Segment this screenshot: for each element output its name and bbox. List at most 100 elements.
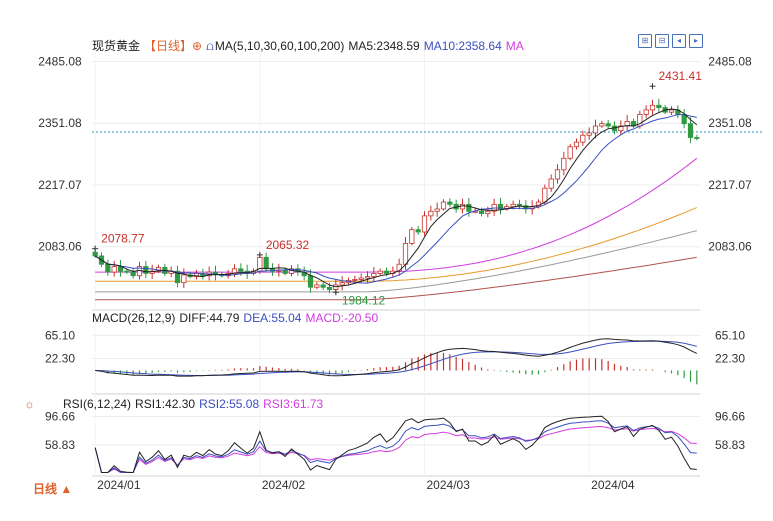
- x-tick-label: 2024/04: [591, 478, 635, 492]
- macd-tick-label-left: 65.10: [45, 328, 75, 342]
- rsi-tick-label-right: 58.83: [715, 438, 745, 452]
- candle-body: [687, 123, 694, 138]
- rsi1-value: RSI1:42.30: [135, 397, 196, 411]
- macd-tick-label-right: 65.10: [715, 328, 745, 342]
- price-tick-label-right: 2083.06: [708, 240, 752, 254]
- price-annotation: 2431.41: [659, 69, 703, 83]
- candle-body: [415, 229, 421, 233]
- candle-body: [307, 275, 314, 288]
- candle-body: [428, 210, 434, 217]
- candle-body: [371, 273, 377, 278]
- candle-body: [263, 256, 269, 270]
- candle-body: [447, 201, 453, 205]
- ma10-line: [94, 113, 697, 284]
- candle-body: [409, 229, 415, 244]
- candle-body: [143, 266, 149, 274]
- period-selector[interactable]: 日线 ▲: [33, 482, 73, 496]
- candle-body: [643, 109, 649, 115]
- candle-body: [326, 286, 333, 290]
- ma200-line: [95, 256, 697, 301]
- candle-body: [681, 114, 687, 125]
- ma-indicator-icon[interactable]: ⩍: [206, 39, 214, 53]
- chart-toolbar: ⊞ ⊟ ◂ ▸: [638, 34, 703, 48]
- candle-body: [592, 125, 599, 134]
- candle-body: [605, 123, 611, 127]
- ma60-line: [95, 207, 697, 282]
- settings-sun-icon[interactable]: ☼: [24, 397, 35, 411]
- zoom-in-icon[interactable]: ⊞: [638, 34, 652, 48]
- rsi-tick-label-right: 96.66: [715, 410, 745, 424]
- candle-body: [364, 276, 371, 279]
- ma5-line: [94, 108, 698, 288]
- macd-tick-label-left: 22.30: [45, 351, 75, 365]
- candle-body: [377, 270, 383, 274]
- price-tick-label-right: 2351.08: [708, 116, 752, 130]
- candle-body: [580, 134, 586, 143]
- candle-body: [478, 210, 485, 214]
- candle-body: [656, 104, 662, 108]
- price-annotation: 1984.12: [342, 293, 386, 307]
- candle-body: [130, 271, 136, 277]
- candle-body: [694, 137, 700, 139]
- candle-body: [434, 208, 440, 212]
- price-tick-label-left: 2351.08: [38, 116, 82, 130]
- ma100-line: [95, 230, 697, 293]
- ma30-line: [95, 157, 698, 273]
- price-legend: 现货黄金 【日线】⊕ ⩍MA(5,10,30,60,100,200) MA5:2348…: [92, 37, 528, 54]
- rsi2-value: RSI2:55.08: [199, 397, 260, 411]
- candle-body: [459, 203, 466, 210]
- price-annotation: 2065.32: [266, 238, 310, 252]
- candle-body: [573, 141, 580, 148]
- ma-params[interactable]: MA(5,10,30,60,100,200): [214, 39, 345, 53]
- rsi-tick-label-left: 96.66: [45, 410, 75, 424]
- move-right-icon[interactable]: ▸: [689, 34, 703, 48]
- price-tick-label-right: 2217.07: [708, 178, 752, 192]
- candle-body: [105, 263, 111, 273]
- rsi-legend: ☼ RSI(6,12,24) RSI1:42.30 RSI2:55.08 RSI3:61…: [24, 397, 327, 411]
- candle-body: [561, 157, 567, 171]
- macd-diff-value: DIFF:44.79: [179, 311, 240, 325]
- candle-body: [668, 109, 675, 113]
- candle-body: [485, 210, 491, 214]
- add-indicator-icon[interactable]: ⊕: [192, 39, 203, 53]
- candle-body: [200, 273, 206, 277]
- candle-body: [599, 123, 605, 127]
- rsi1-line: [94, 415, 697, 474]
- price-annotation: 2078.77: [101, 232, 145, 246]
- rsi2-line: [94, 420, 697, 473]
- candle-body: [554, 169, 561, 180]
- candle-body: [111, 266, 117, 273]
- macd-params[interactable]: MACD(26,12,9): [92, 311, 176, 325]
- rsi3-line: [94, 425, 697, 473]
- candle-body: [466, 203, 472, 212]
- x-tick-label: 2024/01: [97, 478, 141, 492]
- move-left-icon[interactable]: ◂: [672, 34, 686, 48]
- candle-body: [174, 270, 181, 284]
- candle-body: [567, 146, 573, 159]
- ma10-value: MA10:2358.64: [423, 39, 502, 53]
- candle-body: [339, 282, 345, 286]
- candle-body: [352, 279, 358, 281]
- candle-body: [282, 269, 288, 274]
- period-tag[interactable]: 【日线】: [144, 39, 193, 53]
- candle-body: [383, 270, 390, 274]
- candle-body: [320, 284, 326, 288]
- price-tick-label-left: 2485.08: [38, 54, 82, 68]
- candle-body: [421, 215, 428, 233]
- ma5-value: MA5:2348.59: [348, 39, 420, 53]
- candle-body: [586, 132, 592, 136]
- rsi3-value: RSI3:61.73: [263, 397, 324, 411]
- macd-value: MACD:-20.50: [305, 311, 379, 325]
- price-tick-label-left: 2217.07: [38, 178, 82, 192]
- candle-body: [497, 203, 504, 210]
- candle-body: [181, 274, 187, 284]
- x-tick-label: 2024/03: [427, 478, 471, 492]
- ma-more-value: MA: [505, 39, 524, 53]
- candle-body: [649, 104, 656, 111]
- zoom-out-icon[interactable]: ⊟: [655, 34, 669, 48]
- rsi-params[interactable]: RSI(6,12,24): [63, 397, 132, 411]
- candle-body: [402, 243, 409, 265]
- candle-body: [548, 178, 554, 189]
